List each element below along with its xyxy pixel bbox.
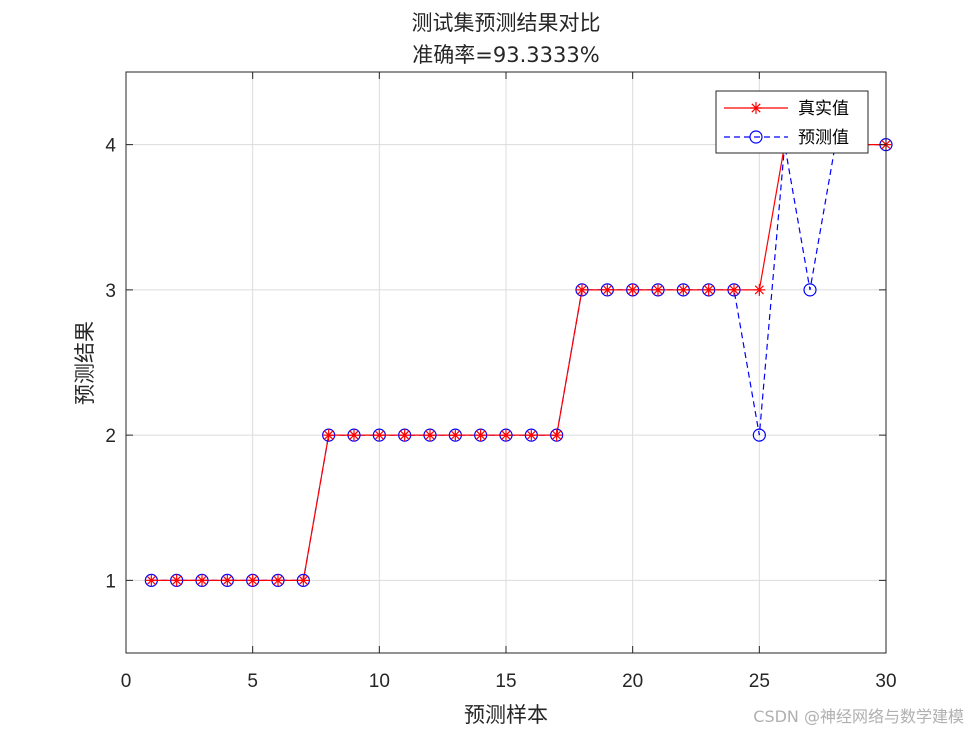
asterisk-stroke: [678, 285, 688, 295]
asterisk-stroke: [476, 430, 486, 440]
x-tick-label: 30: [875, 671, 896, 692]
data-point-series-1: [677, 283, 690, 296]
asterisk-stroke: [248, 575, 258, 585]
data-point-series-1: [297, 574, 310, 587]
data-point-series-1: [272, 574, 284, 587]
x-tick-label: 15: [495, 671, 516, 692]
asterisk-stroke: [501, 430, 511, 440]
data-point-series-1: [246, 574, 259, 587]
asterisk-stroke: [526, 430, 536, 440]
asterisk-stroke: [729, 285, 739, 295]
y-tick-label: 3: [105, 281, 116, 302]
asterisk-stroke: [374, 430, 384, 440]
x-tick-label: 25: [749, 671, 770, 692]
asterisk-stroke: [197, 575, 207, 585]
data-point-series-1: [753, 283, 766, 296]
legend-label-2: 预测值: [798, 128, 849, 148]
data-point-series-2: [803, 283, 817, 297]
x-axis-label: 预测样本: [464, 703, 548, 727]
x-tick-label: 5: [247, 671, 258, 692]
asterisk-stroke: [552, 430, 562, 440]
x-tick-label: 0: [121, 671, 132, 692]
data-point-series-1: [373, 429, 386, 442]
legend-marker-2: [749, 130, 763, 144]
asterisk-stroke: [577, 285, 587, 295]
asterisk-stroke: [704, 285, 714, 295]
legend-label-1: 真实值: [798, 99, 849, 119]
data-point-series-1: [550, 429, 563, 442]
asterisk-stroke: [146, 575, 156, 585]
asterisk-stroke: [400, 430, 410, 440]
data-point-series-1: [702, 283, 715, 296]
data-point-series-1: [424, 429, 436, 442]
data-point-series-1: [728, 283, 740, 296]
data-point-series-1: [348, 429, 360, 442]
series-markers: [144, 138, 893, 587]
chart-title: 测试集预测结果对比: [412, 11, 601, 35]
axis-ticks: 0 5 10 15 20 25 30 1 2 3 4: [105, 72, 897, 692]
data-point-series-1: [525, 429, 538, 442]
watermark-text: CSDN @神经网络与数学建模: [753, 707, 964, 726]
y-tick-label: 4: [105, 136, 116, 157]
data-point-series-1: [196, 574, 208, 587]
legend-marker-1: [750, 102, 762, 114]
x-tick-label: 10: [369, 671, 390, 692]
asterisk-stroke: [653, 285, 663, 295]
asterisk-stroke: [425, 430, 435, 440]
data-point-series-1: [398, 429, 411, 442]
data-point-series-1: [500, 429, 512, 442]
y-axis-label: 预测结果: [73, 321, 97, 405]
asterisk-stroke: [222, 575, 232, 585]
asterisk-stroke: [172, 575, 182, 585]
asterisk-stroke: [628, 285, 638, 295]
data-point-series-2: [752, 428, 766, 442]
legend-box: [715, 90, 869, 154]
y-tick-label: 1: [105, 571, 116, 592]
data-point-series-1: [449, 429, 462, 442]
asterisk-stroke: [324, 430, 334, 440]
asterisk-stroke: [273, 575, 283, 585]
x-tick-label: 20: [622, 671, 643, 692]
asterisk-stroke: [349, 430, 359, 440]
asterisk-stroke: [450, 430, 460, 440]
data-point-series-1: [626, 283, 639, 296]
asterisk-stroke: [754, 285, 764, 295]
asterisk-stroke: [751, 103, 761, 113]
data-point-series-1: [652, 283, 664, 296]
data-point-series-1: [601, 283, 614, 296]
data-point-series-1: [322, 429, 335, 442]
y-tick-label: 2: [105, 426, 116, 447]
asterisk-stroke: [602, 285, 612, 295]
data-point-series-1: [474, 429, 487, 442]
data-point-series-1: [576, 283, 588, 296]
data-point-series-1: [221, 574, 234, 587]
data-point-series-1: [170, 574, 183, 587]
data-point-series-1: [145, 574, 158, 587]
asterisk-stroke: [298, 575, 308, 585]
chart-subtitle: 准确率=93.3333%: [412, 43, 599, 67]
